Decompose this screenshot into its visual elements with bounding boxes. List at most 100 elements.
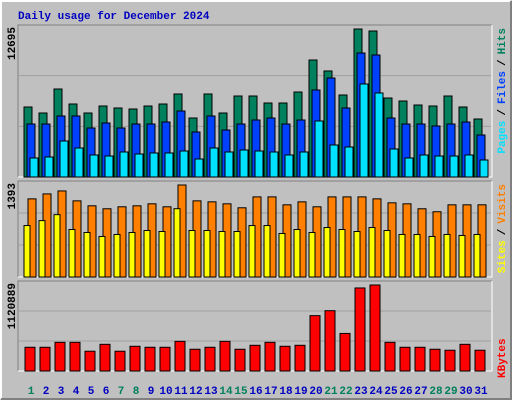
bar [473, 233, 481, 278]
x-tick-label: 28 [429, 386, 443, 398]
bar [479, 159, 489, 178]
legend-separator: / [497, 109, 509, 116]
bar [248, 225, 256, 278]
x-tick-label: 26 [399, 386, 412, 398]
bar [69, 341, 81, 372]
x-tick-label: 2 [43, 386, 50, 398]
bar [144, 346, 156, 372]
bar [429, 348, 441, 372]
x-tick-label: 21 [324, 386, 338, 398]
bar [458, 234, 466, 278]
x-tick-label: 11 [174, 386, 188, 398]
bar [384, 341, 396, 372]
bar [444, 349, 456, 372]
bar [254, 150, 264, 178]
bar [404, 157, 414, 178]
bar [264, 341, 276, 372]
bar [344, 146, 354, 178]
bar [354, 287, 366, 372]
bar [113, 233, 121, 278]
bar [38, 220, 46, 278]
x-tick-label: 29 [444, 386, 457, 398]
x-tick-label: 24 [369, 386, 383, 398]
bar [158, 230, 166, 278]
bar [234, 348, 246, 372]
bar [323, 227, 331, 278]
bar [189, 348, 201, 372]
bar [374, 92, 384, 178]
bar [339, 332, 351, 372]
bar [308, 231, 316, 278]
bar [128, 231, 136, 278]
x-tick-label: 31 [474, 386, 488, 398]
x-tick-label: 30 [459, 386, 472, 398]
bar [119, 151, 129, 178]
panel-bevel-dark [17, 180, 492, 277]
legend: KBytes [497, 338, 509, 378]
bar [74, 147, 84, 178]
x-tick-label: 15 [234, 386, 248, 398]
bar [179, 150, 189, 178]
x-tick-label: 3 [58, 386, 65, 398]
panel-bevel-dark [17, 24, 492, 177]
bar [284, 154, 294, 178]
bar [83, 231, 91, 278]
bar [24, 346, 36, 372]
bar [294, 344, 306, 372]
bar [263, 225, 271, 278]
y-tick-label: 1120889 [7, 283, 19, 329]
legend-entry: Sites [497, 240, 509, 273]
bar [443, 233, 451, 278]
bar [174, 340, 186, 372]
bar [39, 346, 51, 372]
legend-entry: KBytes [497, 338, 509, 378]
bar [224, 151, 234, 178]
legend-entry: Visits [497, 184, 509, 224]
panel-bevel-dark [17, 280, 492, 371]
bar [413, 233, 421, 278]
bar [414, 346, 426, 372]
bar [164, 152, 174, 178]
legend-separator: / [497, 228, 509, 235]
legend: Sites / Visits [497, 184, 509, 273]
x-tick-label: 13 [204, 386, 218, 398]
bar [389, 148, 399, 178]
bar [68, 229, 76, 278]
x-tick-label: 7 [118, 386, 125, 398]
bar [449, 155, 459, 178]
x-tick-label: 9 [148, 386, 155, 398]
bar [359, 83, 369, 178]
bar [434, 155, 444, 178]
bar [278, 232, 286, 278]
x-tick-label: 1 [28, 386, 35, 398]
bar [98, 235, 106, 278]
bar [149, 152, 159, 178]
bar [428, 235, 436, 278]
bar [104, 155, 114, 178]
x-tick-label: 14 [219, 386, 233, 398]
legend-entry: Pages [497, 121, 509, 154]
bar [143, 230, 151, 278]
bar [368, 227, 376, 278]
x-tick-label: 6 [103, 386, 110, 398]
bar [383, 230, 391, 278]
bar [173, 208, 181, 278]
bar [299, 151, 309, 178]
bar [279, 345, 291, 372]
legend-separator: / [497, 59, 509, 66]
bar [329, 144, 339, 178]
x-tick-label: 16 [249, 386, 262, 398]
bar [233, 230, 241, 278]
x-tick-label: 12 [189, 386, 202, 398]
bar [398, 233, 406, 278]
bar [324, 310, 336, 372]
bar [203, 230, 211, 278]
bar [59, 140, 69, 178]
x-tick-label: 18 [279, 386, 293, 398]
bar [269, 151, 279, 178]
bar [84, 350, 96, 372]
legend-entry: Files [497, 71, 509, 104]
